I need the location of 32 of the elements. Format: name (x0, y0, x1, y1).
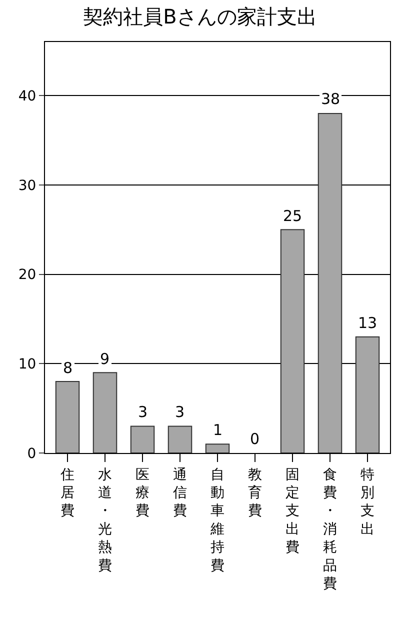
bar (130, 426, 155, 453)
data-label: 9 (100, 350, 110, 368)
bar (92, 372, 118, 453)
data-label: 13 (358, 314, 378, 332)
bar (280, 229, 305, 453)
x-tick-label: 通信費 (173, 466, 187, 520)
x-tick-label: 自動車維持費 (210, 466, 224, 574)
x-tick-label: 水道・光熱費 (98, 466, 112, 574)
data-label: 3 (138, 403, 148, 421)
y-tick-label: 40 (18, 88, 36, 105)
bar (318, 112, 342, 453)
y-tick-label: 20 (18, 267, 36, 284)
data-label: 38 (321, 90, 340, 108)
x-tick-label: 医療費 (136, 466, 150, 520)
bar (168, 426, 192, 453)
bar (205, 444, 230, 453)
data-label: 3 (175, 403, 185, 421)
data-label: 25 (283, 207, 302, 225)
x-tick-label: 食費・消耗品費 (323, 466, 337, 592)
data-label: 1 (213, 421, 223, 439)
chart-title: 契約社員Bさんの家計支出 (83, 4, 317, 28)
x-tick-label: 教育費 (248, 466, 262, 520)
data-label: 8 (63, 359, 73, 377)
x-tick-label: 住居費 (60, 466, 74, 520)
x-tick-label: 特別支出 (360, 466, 374, 538)
bar (355, 336, 380, 453)
y-tick-label: 10 (18, 356, 36, 373)
bar (55, 381, 80, 453)
data-label: 0 (250, 430, 260, 448)
x-tick-label: 固定支出費 (286, 466, 300, 556)
y-tick-label: 0 (27, 446, 36, 462)
y-tick-label: 30 (18, 178, 36, 194)
